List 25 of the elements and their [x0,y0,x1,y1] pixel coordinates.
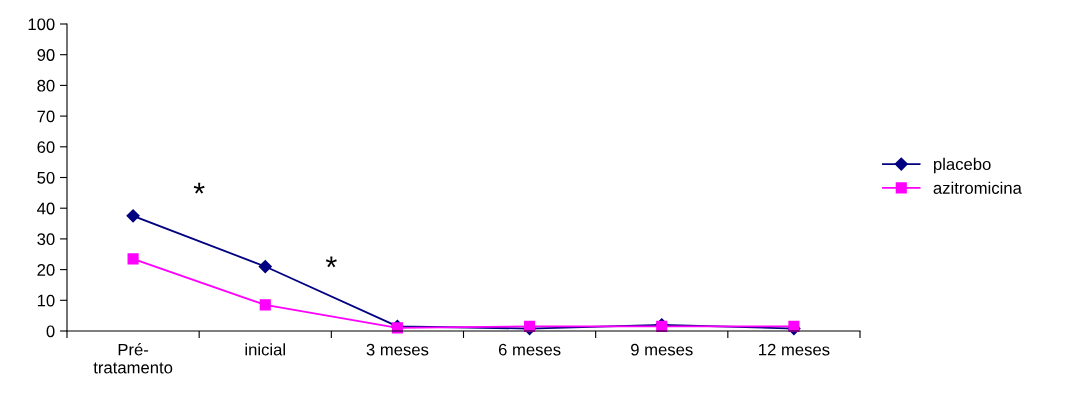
x-tick-label: 12 meses [759,343,830,356]
y-tick-label: 10 [37,294,55,307]
legend-label: placebo [934,157,991,174]
annotation: * [193,182,205,194]
y-tick-label: 30 [37,233,55,246]
y-tick-label: 40 [37,202,55,215]
y-tick-label: 50 [37,171,55,184]
point [127,253,139,265]
y-tick-label: 100 [28,18,55,31]
legend-label: azitromicina [933,181,1022,194]
y-tick-label: 0 [46,325,55,338]
point [126,209,140,223]
x-tick-label: inicial [245,343,285,356]
annotation: * [325,256,337,268]
y-tick-label: 20 [37,264,55,276]
point [258,259,272,274]
x-tick-label: 6 meses [498,343,561,356]
y-tick-label: 60 [37,141,55,153]
y-tick-label: 80 [37,79,55,92]
point [259,299,271,311]
x-tick-label: 3 meses [366,343,429,356]
y-tick-label: 70 [37,110,55,123]
x-tick-label: 9 meses [631,343,693,356]
x-tick-label: Pré-tratamento [93,343,173,374]
y-tick-label: 90 [37,49,55,61]
